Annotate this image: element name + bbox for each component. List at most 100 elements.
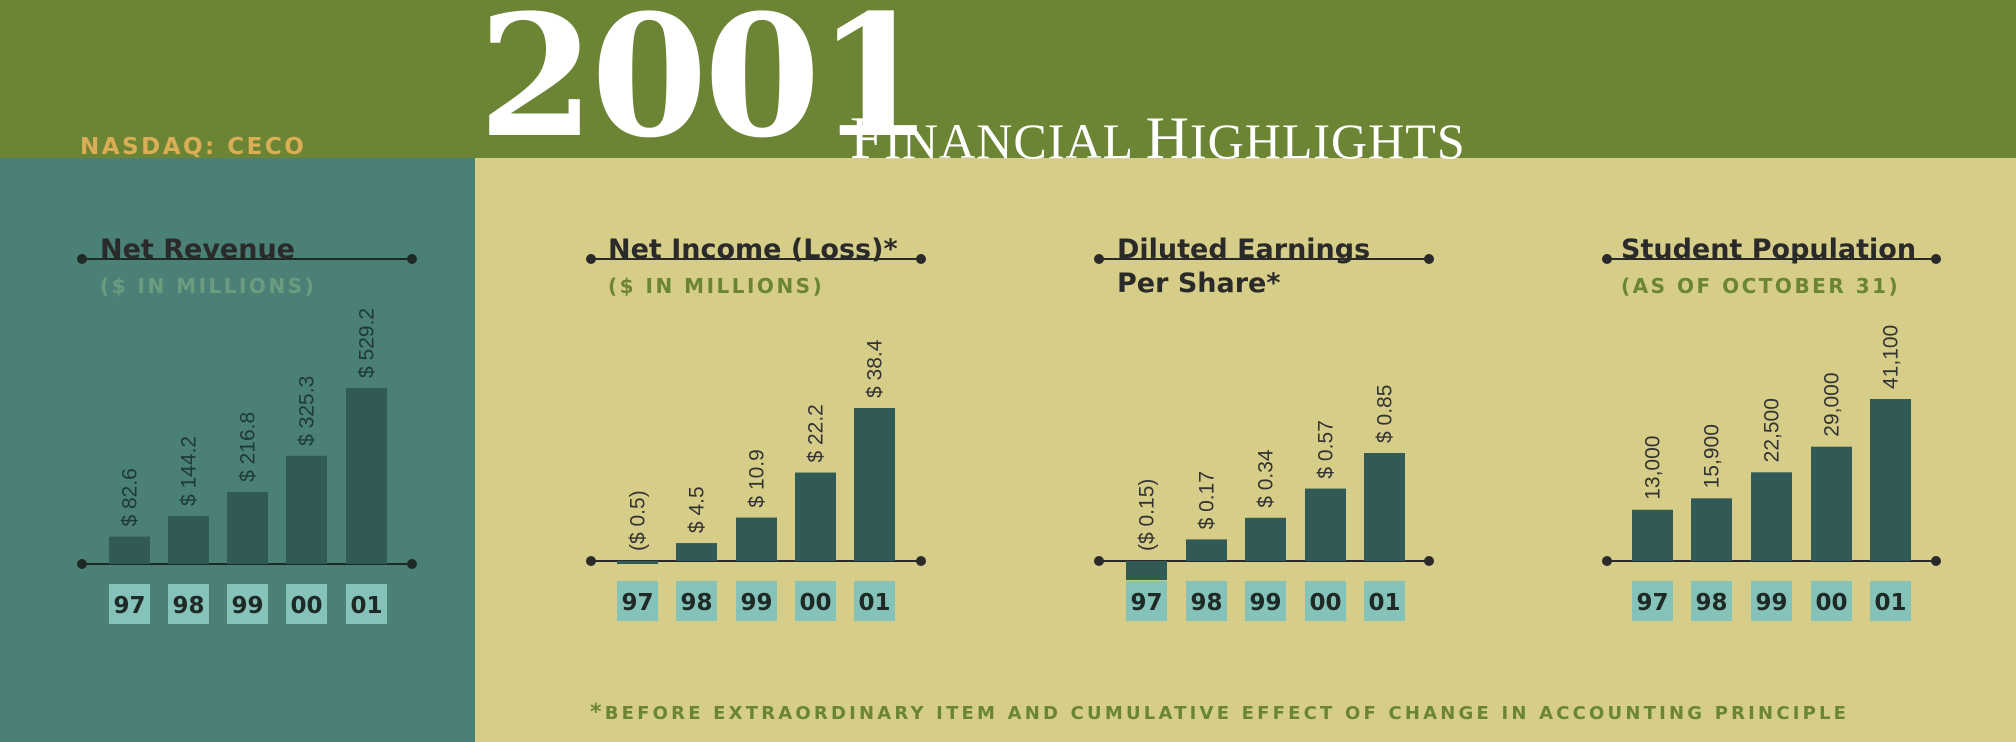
data-label-99: $ 10.9 <box>746 449 769 507</box>
data-label-01: $ 0.85 <box>1374 385 1397 443</box>
year-box-98 <box>168 584 209 624</box>
axis-dot-left <box>1602 556 1612 566</box>
footnote-text: BEFORE EXTRAORDINARY ITEM AND CUMULATIVE… <box>604 703 1850 724</box>
tick-label-01: 01 <box>1368 590 1400 616</box>
tick-label-97: 97 <box>113 593 145 619</box>
bar-98 <box>1691 498 1732 561</box>
title-rule-dot-left <box>77 254 87 264</box>
tick-label-97: 97 <box>1636 590 1668 616</box>
bar-01 <box>346 388 387 564</box>
data-label-00: $ 22.2 <box>805 404 828 462</box>
bar-98 <box>676 543 717 561</box>
bar-99 <box>1245 517 1286 561</box>
year-box-01 <box>854 581 895 621</box>
tick-label-00: 00 <box>290 593 322 619</box>
bar-99 <box>736 517 777 561</box>
tick-label-99: 99 <box>1755 590 1787 616</box>
tick-label-00: 00 <box>1815 590 1847 616</box>
chart-subtitle: (AS OF OCTOBER 31) <box>1621 274 1901 298</box>
axis-dot-right <box>1931 556 1941 566</box>
tick-label-01: 01 <box>858 590 890 616</box>
year-box-00 <box>795 581 836 621</box>
tick-label-97: 97 <box>1130 590 1162 616</box>
year-box-97 <box>109 584 150 624</box>
bar-97 <box>1632 509 1673 561</box>
title-rule-dot-right <box>916 254 926 264</box>
data-label-00: $ 0.57 <box>1315 420 1338 478</box>
data-label-98: $ 0.17 <box>1196 471 1219 529</box>
year-box-98 <box>1186 581 1227 621</box>
data-label-97: $ 82.6 <box>119 468 142 526</box>
bar-97 <box>109 536 150 564</box>
footnote: *BEFORE EXTRAORDINARY ITEM AND CUMULATIV… <box>590 700 1849 725</box>
tick-label-99: 99 <box>1249 590 1281 616</box>
tick-label-99: 99 <box>231 593 263 619</box>
data-label-99: 22,500 <box>1761 398 1784 462</box>
title-rule-dot-left <box>1094 254 1104 264</box>
data-label-01: $ 38.4 <box>864 339 887 398</box>
year-box-97 <box>1632 581 1673 621</box>
title-rule-dot-left <box>1602 254 1612 264</box>
tick-label-97: 97 <box>621 590 653 616</box>
title-rule-dot-left <box>586 254 596 264</box>
data-label-00: $ 325.3 <box>296 376 319 446</box>
year-box-98 <box>1691 581 1732 621</box>
year-box-00 <box>1811 581 1852 621</box>
bar-00 <box>795 472 836 561</box>
tick-label-98: 98 <box>172 593 204 619</box>
bar-01 <box>1870 399 1911 561</box>
data-label-01: 41,100 <box>1880 325 1903 389</box>
tick-label-00: 00 <box>1309 590 1341 616</box>
ticker-symbol: NASDAQ: CECO <box>80 134 307 160</box>
tick-label-00: 00 <box>799 590 831 616</box>
chart-subtitle: ($ IN MILLIONS) <box>100 274 317 298</box>
bar-00 <box>286 455 327 564</box>
data-label-99: $ 0.34 <box>1255 449 1278 508</box>
page-title: FINANCIAL HIGHLIGHTS <box>850 108 1466 168</box>
year-box-99 <box>227 584 268 624</box>
title-initial-h: H <box>1145 105 1190 171</box>
title-word-financial: INANCIAL <box>884 113 1146 169</box>
year-box-99 <box>1751 581 1792 621</box>
bar-98 <box>168 516 209 564</box>
year-box-98 <box>676 581 717 621</box>
bar-97 <box>617 561 658 564</box>
axis-dot-right <box>407 559 417 569</box>
year-box-97 <box>1126 581 1167 621</box>
header-band <box>0 0 2016 158</box>
chart-subtitle: ($ IN MILLIONS) <box>608 274 825 298</box>
tick-label-01: 01 <box>1874 590 1906 616</box>
bar-01 <box>1364 453 1405 561</box>
title-rule-dot-right <box>1931 254 1941 264</box>
axis-dot-left <box>586 556 596 566</box>
axis-dot-left <box>77 559 87 569</box>
tick-label-99: 99 <box>740 590 772 616</box>
title-word-highlights: IGHLIGHTS <box>1190 113 1466 169</box>
year-box-01 <box>1870 581 1911 621</box>
tick-label-01: 01 <box>350 593 382 619</box>
chart-title-line2: Per Share* <box>1117 268 1281 299</box>
bar-99 <box>227 491 268 564</box>
year-box-00 <box>1305 581 1346 621</box>
data-label-97: ($ 0.5) <box>627 490 650 551</box>
footnote-asterisk: * <box>590 700 605 725</box>
tick-label-98: 98 <box>1695 590 1727 616</box>
year-box-99 <box>736 581 777 621</box>
title-rule-dot-right <box>407 254 417 264</box>
year-box-01 <box>1364 581 1405 621</box>
data-label-01: $ 529.2 <box>356 308 379 378</box>
year-box-97 <box>617 581 658 621</box>
year-box-00 <box>286 584 327 624</box>
tick-label-98: 98 <box>1190 590 1222 616</box>
bar-98 <box>1186 539 1227 561</box>
data-label-99: $ 216.8 <box>237 412 260 482</box>
data-label-98: 15,900 <box>1701 424 1724 488</box>
data-label-00: 29,000 <box>1821 372 1844 436</box>
bar-01 <box>854 408 895 561</box>
axis-dot-left <box>1094 556 1104 566</box>
report-year: 2001 <box>478 0 934 175</box>
data-label-97: ($ 0.15) <box>1136 479 1159 551</box>
